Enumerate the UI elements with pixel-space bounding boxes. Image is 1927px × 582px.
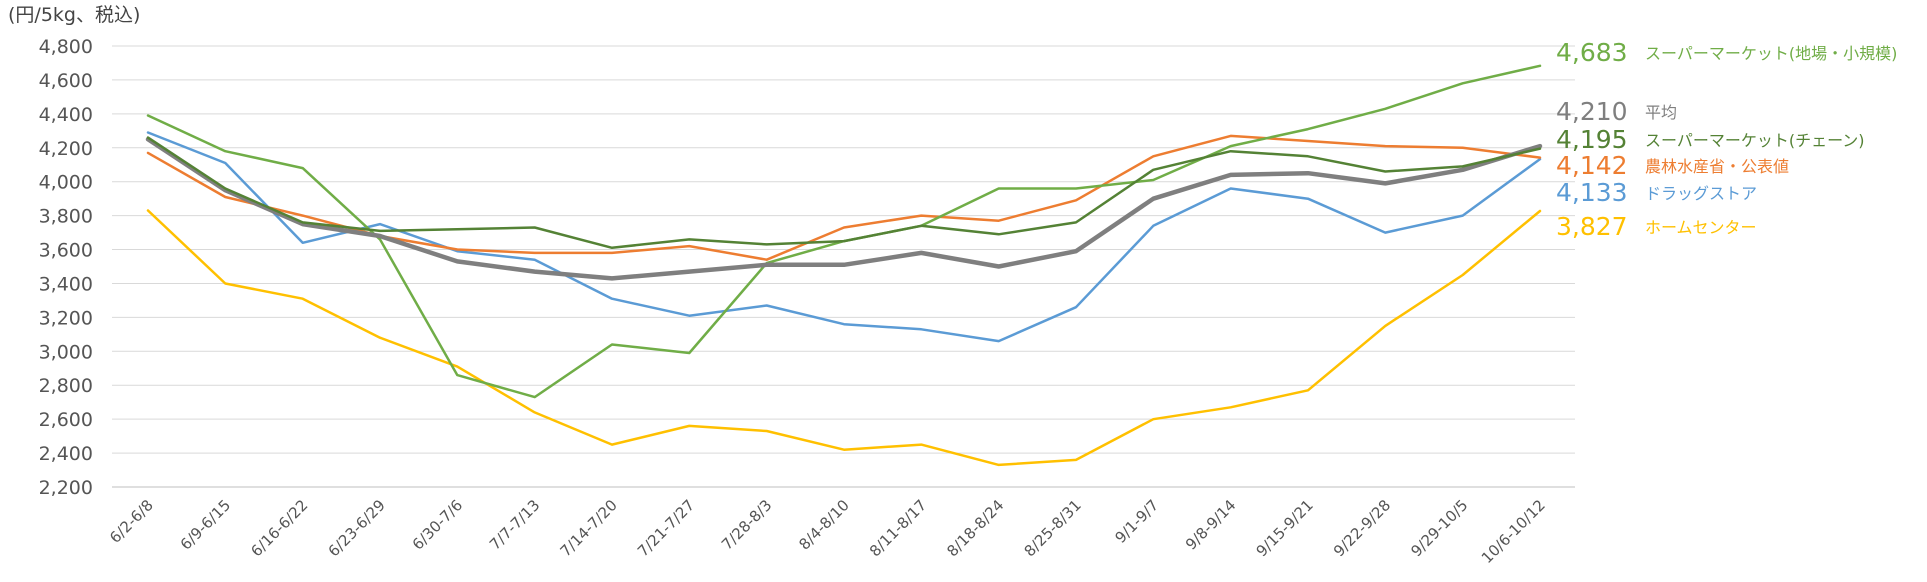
y-axis: 2,200 2,400 2,600 2,800 3,000 3,200 3,400 3,600… — [39, 36, 93, 499]
grid-lines — [112, 45, 1575, 488]
y-tick-label: 3,400 — [39, 273, 93, 295]
series-line — [145, 137, 1543, 281]
end-value-label: 4,142 — [1556, 151, 1628, 180]
end-labels: 4,683 スーパーマーケット(地場・小規模) 4,210 平均 4,195 スーパーマー… — [1556, 38, 1897, 241]
x-tick-label: 6/16-6/22 — [247, 496, 311, 560]
x-tick-label: 6/30-7/6 — [409, 496, 466, 553]
y-tick-label: 2,600 — [39, 409, 93, 431]
series-line — [146, 136, 1542, 250]
y-tick-label: 2,400 — [39, 443, 93, 465]
x-axis: 6/2-6/8 6/9-6/15 6/16-6/22 6/23-6/29 6/30-7/… — [106, 496, 1549, 567]
x-tick-label: 10/6-10/12 — [1478, 496, 1549, 567]
y-tick-label: 3,000 — [39, 341, 93, 363]
y-tick-label: 2,200 — [39, 477, 93, 499]
unit-label: (円/5kg、税込) — [8, 4, 140, 26]
x-tick-label: 8/25-8/31 — [1021, 496, 1085, 560]
series-name-label: スーパーマーケット(チェーン) — [1645, 131, 1865, 150]
series-name-label: 平均 — [1645, 103, 1677, 122]
x-tick-label: 7/21-7/27 — [634, 496, 698, 560]
y-tick-label: 3,200 — [39, 307, 93, 329]
end-value-label: 4,210 — [1556, 97, 1628, 126]
series-lines — [145, 64, 1543, 467]
y-tick-label: 4,800 — [39, 36, 93, 58]
x-tick-label: 9/8-9/14 — [1182, 496, 1239, 553]
series-line — [146, 131, 1542, 343]
x-tick-label: 6/2-6/8 — [106, 496, 157, 547]
y-tick-label: 4,000 — [39, 172, 93, 194]
x-tick-label: 9/22-9/28 — [1330, 496, 1394, 560]
y-tick-label: 4,600 — [39, 70, 93, 92]
series-line — [146, 209, 1542, 467]
series-name-label: ホームセンター — [1645, 218, 1757, 237]
x-tick-label: 6/9-6/15 — [177, 496, 234, 553]
end-value-label: 4,683 — [1556, 38, 1628, 67]
end-value-label: 3,827 — [1556, 212, 1628, 241]
x-tick-label: 7/28-8/3 — [718, 496, 775, 553]
x-tick-label: 8/4-8/10 — [795, 496, 852, 553]
y-tick-label: 2,800 — [39, 375, 93, 397]
end-value-label: 4,195 — [1556, 125, 1628, 154]
x-tick-label: 9/29-10/5 — [1407, 496, 1471, 560]
x-tick-label: 9/1-9/7 — [1111, 496, 1162, 547]
x-tick-label: 7/14-7/20 — [557, 496, 621, 560]
x-tick-label: 8/11-8/17 — [866, 496, 930, 560]
x-tick-label: 9/15-9/21 — [1253, 496, 1317, 560]
series-name-label: ドラッグストア — [1645, 184, 1757, 203]
y-tick-label: 4,400 — [39, 104, 93, 126]
y-tick-label: 3,800 — [39, 206, 93, 228]
y-tick-label: 3,600 — [39, 240, 93, 262]
series-name-label: 農林水産省・公表値 — [1645, 157, 1789, 176]
x-tick-label: 6/23-6/29 — [325, 496, 389, 560]
y-tick-label: 4,200 — [39, 138, 93, 160]
series-name-label: スーパーマーケット(地場・小規模) — [1645, 44, 1897, 63]
x-tick-label: 8/18-8/24 — [943, 496, 1007, 560]
end-value-label: 4,133 — [1556, 178, 1628, 207]
x-tick-label: 7/7-7/13 — [486, 496, 543, 553]
